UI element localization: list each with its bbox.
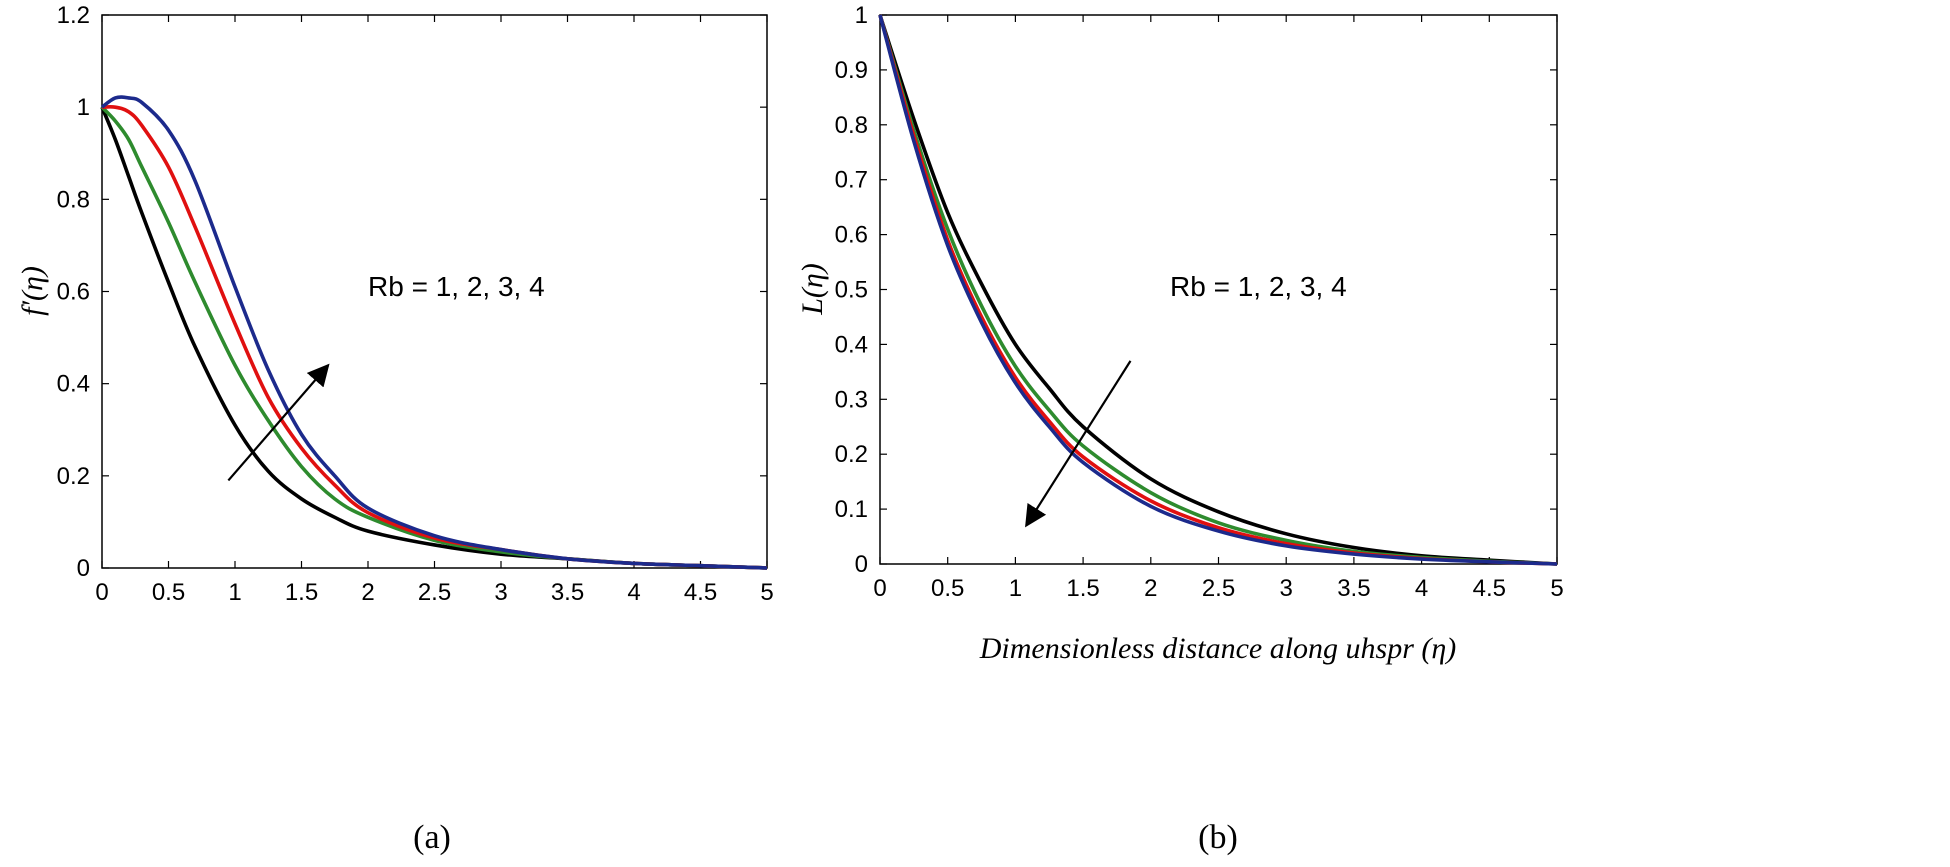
panel-caption: (b) — [1198, 819, 1238, 856]
x-tick-label: 4.5 — [1473, 575, 1506, 602]
x-tick-label: 0.5 — [152, 579, 185, 606]
y-tick-label: 0 — [77, 555, 90, 582]
y-tick-label: 0.8 — [835, 112, 868, 139]
y-tick-label: 1.2 — [57, 2, 90, 29]
series-line-rb-1 — [100, 106, 768, 570]
x-axis-label: Dimensionless distance along uhspr (η) — [979, 632, 1457, 665]
panel-a: 0 0.5 1 1.5 2 2.5 3 3.5 4 4.5 5 0 0.2 0.4 0.6 0.8 1 1.2 Rb… — [16, 2, 774, 856]
y-tick-label: 0.7 — [835, 167, 868, 194]
y-tick-label: 0.5 — [835, 277, 868, 304]
y-axis-label: f′(η) — [16, 266, 49, 316]
y-tick-label: 0.8 — [57, 186, 90, 213]
y-tick-label: 0.2 — [835, 441, 868, 468]
rb-annotation: Rb = 1, 2, 3, 4 — [368, 271, 545, 302]
y-tick-label: 0.4 — [57, 371, 90, 398]
x-tick-label: 0 — [873, 575, 886, 602]
x-tick-label: 1 — [1009, 575, 1022, 602]
y-tick-label: 0.2 — [57, 463, 90, 490]
series-line-rb-4 — [878, 14, 1558, 566]
y-tick-label: 0.3 — [835, 386, 868, 413]
x-tick-label: 0 — [95, 579, 108, 606]
x-tick-label: 3.5 — [1337, 575, 1370, 602]
y-tick-label: 0.9 — [835, 57, 868, 84]
x-tick-label: 4.5 — [684, 579, 717, 606]
x-tick-label: 5 — [1550, 575, 1563, 602]
x-tick-label: 2.5 — [1202, 575, 1235, 602]
panel-b: 0 0.5 1 1.5 2 2.5 3 3.5 4 4.5 5 0 0.1 0.2 0.3 0.4 0.5 0.6… — [796, 2, 1564, 856]
y-tick-label: 0.6 — [835, 222, 868, 249]
series-line-rb-3 — [101, 105, 768, 570]
x-tick-label: 3 — [494, 579, 507, 606]
x-tick-label: 2 — [361, 579, 374, 606]
x-tick-label: 2.5 — [418, 579, 451, 606]
y-tick-label: 1 — [855, 2, 868, 29]
y-tick-label: 0.4 — [835, 331, 868, 358]
x-tick-label: 1.5 — [1066, 575, 1099, 602]
x-tick-label: 2 — [1144, 575, 1157, 602]
x-tick-label: 3.5 — [551, 579, 584, 606]
x-tick-label: 1 — [228, 579, 241, 606]
x-tick-label: 5 — [760, 579, 773, 606]
x-tick-label: 4 — [627, 579, 640, 606]
y-tick-label: 0.1 — [835, 496, 868, 523]
panel-caption: (a) — [413, 819, 451, 856]
trend-arrow — [227, 363, 330, 482]
y-tick-label: 0.6 — [57, 279, 90, 306]
series-line-rb-2 — [100, 105, 768, 570]
trend-arrow — [1025, 360, 1132, 528]
x-tick-label: 0.5 — [931, 575, 964, 602]
rb-annotation: Rb = 1, 2, 3, 4 — [1170, 271, 1347, 302]
y-tick-label: 1 — [77, 94, 90, 121]
y-axis-label: L(η) — [796, 263, 829, 316]
series-line-rb-1 — [878, 14, 1558, 566]
x-tick-label: 4 — [1415, 575, 1428, 602]
y-tick-label: 0 — [855, 551, 868, 578]
series-line-rb-4 — [100, 95, 768, 570]
x-tick-label: 3 — [1280, 575, 1293, 602]
x-tick-label: 1.5 — [285, 579, 318, 606]
